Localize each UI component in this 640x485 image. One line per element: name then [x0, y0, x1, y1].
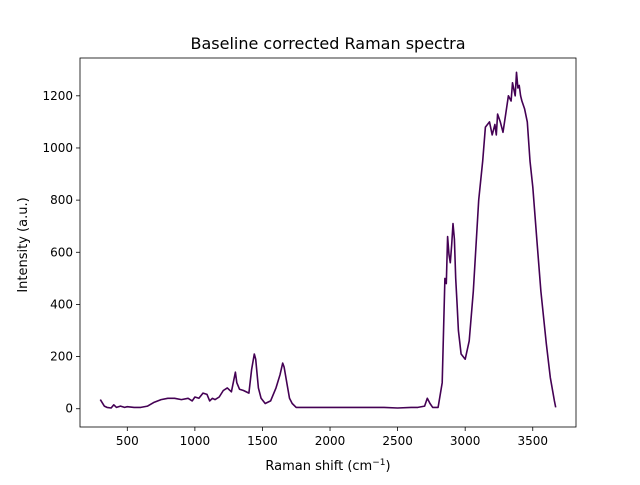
x-axis-label-superscript: −1 — [372, 458, 385, 468]
chart-title: Baseline corrected Raman spectra — [190, 34, 465, 53]
y-tick-label: 0 — [65, 402, 73, 416]
x-tick-label: 2500 — [382, 434, 413, 448]
axis-ticks: 500 1000 1500 2000 2500 3000 3500 0 200 400 600 800… — [42, 89, 548, 448]
spectrum-line-0 — [99, 71, 557, 409]
x-tick-label: 500 — [116, 434, 139, 448]
y-tick-label: 1000 — [42, 141, 73, 155]
y-tick-label: 1200 — [42, 89, 73, 103]
x-tick-label: 3500 — [517, 434, 548, 448]
x-tick-label: 1500 — [247, 434, 278, 448]
y-tick-label: 600 — [50, 245, 73, 259]
axes-frame — [79, 57, 577, 428]
x-axis-label-end: ) — [386, 459, 391, 474]
x-tick-label: 2000 — [315, 434, 346, 448]
x-axis-label: Raman shift (cm−1) — [265, 458, 390, 474]
plot-area — [99, 71, 557, 409]
x-axis-label-main: Raman shift (cm — [265, 459, 372, 474]
y-axis-label: Intensity (a.u.) — [16, 197, 31, 292]
y-tick-label: 200 — [50, 350, 73, 364]
x-tick-label: 3000 — [450, 434, 481, 448]
y-tick-label: 800 — [50, 193, 73, 207]
y-tick-label: 400 — [50, 297, 73, 311]
x-tick-label: 1000 — [180, 434, 211, 448]
